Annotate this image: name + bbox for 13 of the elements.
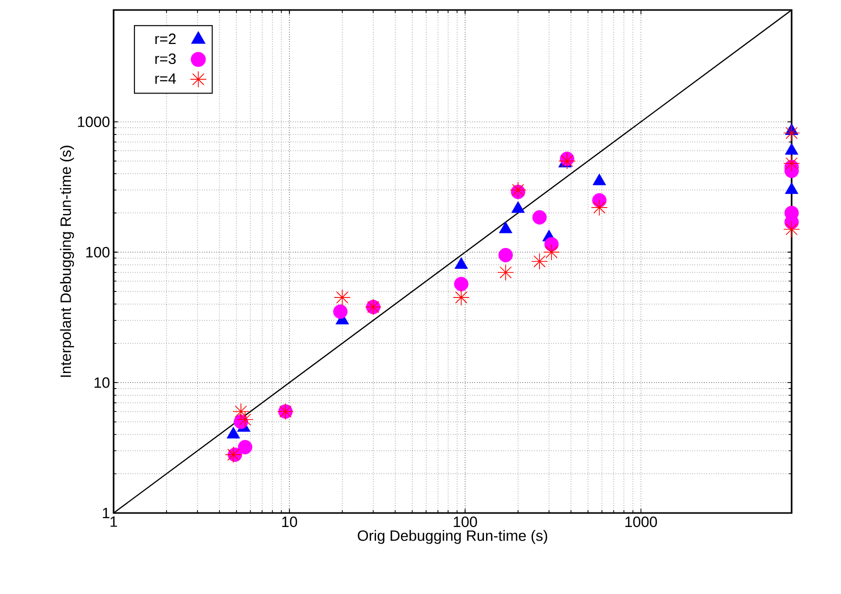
x-tick-label: 1 <box>110 516 118 527</box>
legend-label: r=3 <box>155 53 176 64</box>
x-tick-label: 10 <box>282 516 298 528</box>
legend-label: r=2 <box>155 34 176 44</box>
y-tick-label: 10 <box>94 377 110 388</box>
y-axis-title: Interpolant Debugging Run-time (s) <box>60 146 74 377</box>
y-tick-label: 1000 <box>78 116 110 128</box>
y-tick-label: 1 <box>102 508 110 518</box>
x-tick-label: 1000 <box>625 516 657 528</box>
x-axis-title: Orig Debugging Run-time (s) <box>358 530 548 544</box>
legend-label: r=4 <box>155 73 176 84</box>
x-tick-label: 100 <box>454 516 478 528</box>
y-tick-label: 100 <box>86 246 110 258</box>
